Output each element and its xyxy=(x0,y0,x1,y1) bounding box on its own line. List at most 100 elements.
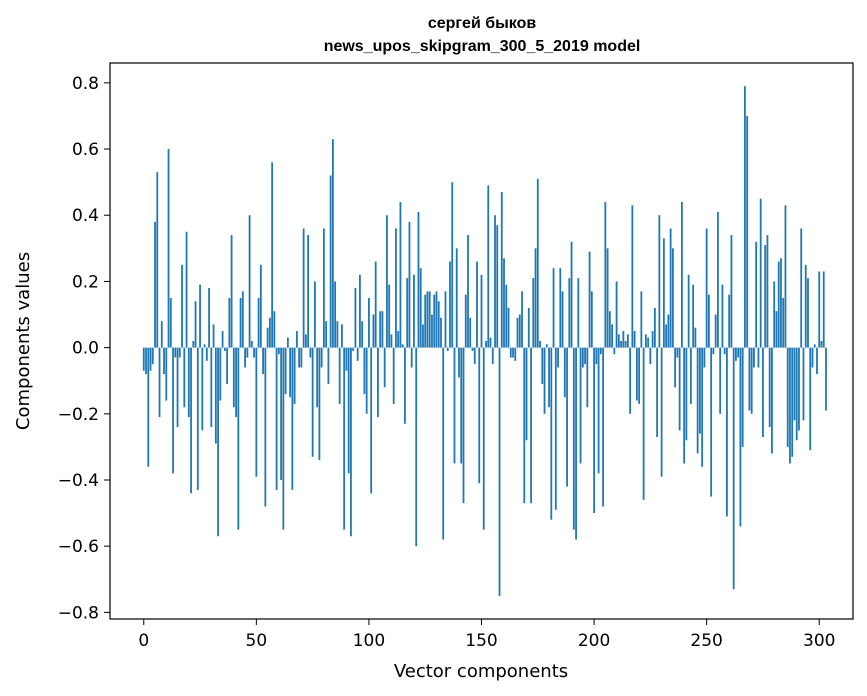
bar xyxy=(635,347,638,401)
bar xyxy=(514,347,517,361)
bar xyxy=(685,347,688,441)
bar xyxy=(246,347,249,358)
x-tick-label: 150 xyxy=(465,631,497,651)
bar xyxy=(404,347,406,424)
bar xyxy=(181,264,183,348)
bar xyxy=(780,258,782,348)
bar xyxy=(194,301,197,348)
bar xyxy=(516,317,519,348)
bar xyxy=(350,347,352,537)
bar xyxy=(336,321,339,348)
bar xyxy=(568,278,571,348)
bar xyxy=(563,347,566,398)
bar xyxy=(408,221,411,348)
chart-subtitle: news_upos_skipgram_300_5_2019 model xyxy=(324,38,641,55)
bar xyxy=(174,347,177,358)
bar xyxy=(471,347,474,351)
bar xyxy=(226,347,228,385)
bar xyxy=(678,347,681,431)
bar xyxy=(777,261,780,348)
bar xyxy=(597,347,600,474)
bar xyxy=(737,347,740,358)
bar xyxy=(453,347,456,464)
bar xyxy=(264,347,267,507)
bar xyxy=(476,261,478,348)
bar xyxy=(277,347,280,355)
bars-group xyxy=(142,86,827,596)
bar xyxy=(208,288,210,348)
bar xyxy=(818,271,821,348)
bar xyxy=(789,347,791,464)
bar xyxy=(521,291,523,348)
bar xyxy=(361,321,364,348)
y-tick-label: 0.8 xyxy=(72,74,99,94)
bar xyxy=(671,248,674,348)
bar xyxy=(467,235,469,348)
bar xyxy=(548,347,550,408)
bar xyxy=(268,317,271,348)
bar xyxy=(363,347,366,394)
bar xyxy=(730,235,733,348)
bar xyxy=(615,281,618,348)
bar xyxy=(696,347,699,454)
bar xyxy=(680,202,683,348)
bar xyxy=(804,264,807,348)
bar xyxy=(370,347,373,494)
bar xyxy=(311,347,314,457)
bar xyxy=(428,291,431,348)
bar xyxy=(410,347,413,368)
bar xyxy=(599,347,602,355)
bar xyxy=(322,228,325,348)
bar xyxy=(435,291,438,348)
bar xyxy=(313,281,316,348)
bar xyxy=(543,347,546,414)
bar xyxy=(379,311,382,348)
bar xyxy=(449,261,451,348)
bar xyxy=(395,228,397,348)
bar xyxy=(566,347,568,487)
bar xyxy=(642,347,645,500)
bar xyxy=(669,228,672,348)
bar xyxy=(485,341,487,348)
bar xyxy=(662,238,665,348)
bar xyxy=(512,347,514,358)
bar xyxy=(701,347,704,467)
bar xyxy=(755,241,758,348)
bar xyxy=(809,347,812,451)
bar xyxy=(190,347,192,494)
bar xyxy=(793,347,796,421)
bar xyxy=(487,185,490,348)
bar xyxy=(748,347,751,411)
bar xyxy=(523,347,526,504)
bar xyxy=(825,347,827,411)
bar xyxy=(723,347,726,355)
bar xyxy=(383,347,386,388)
bar xyxy=(689,347,692,404)
bar xyxy=(419,268,422,348)
bar xyxy=(590,291,593,348)
bar xyxy=(552,268,555,348)
bar xyxy=(699,347,701,434)
bar xyxy=(509,347,512,358)
bar xyxy=(289,347,292,398)
bar xyxy=(455,248,458,348)
bar xyxy=(334,281,337,348)
bar xyxy=(156,172,159,348)
bar xyxy=(221,331,224,348)
bar xyxy=(482,347,485,530)
bar xyxy=(489,337,492,348)
bar xyxy=(791,347,794,457)
bar xyxy=(239,297,242,348)
bar xyxy=(426,291,429,348)
bar xyxy=(401,344,404,348)
bar xyxy=(653,307,656,348)
x-axis-label: Vector components xyxy=(394,661,568,682)
bar xyxy=(624,341,627,348)
bar xyxy=(593,347,595,514)
bar xyxy=(473,347,476,365)
bar xyxy=(744,86,746,348)
bar xyxy=(595,347,598,365)
bar xyxy=(811,347,814,368)
bar xyxy=(753,347,755,368)
